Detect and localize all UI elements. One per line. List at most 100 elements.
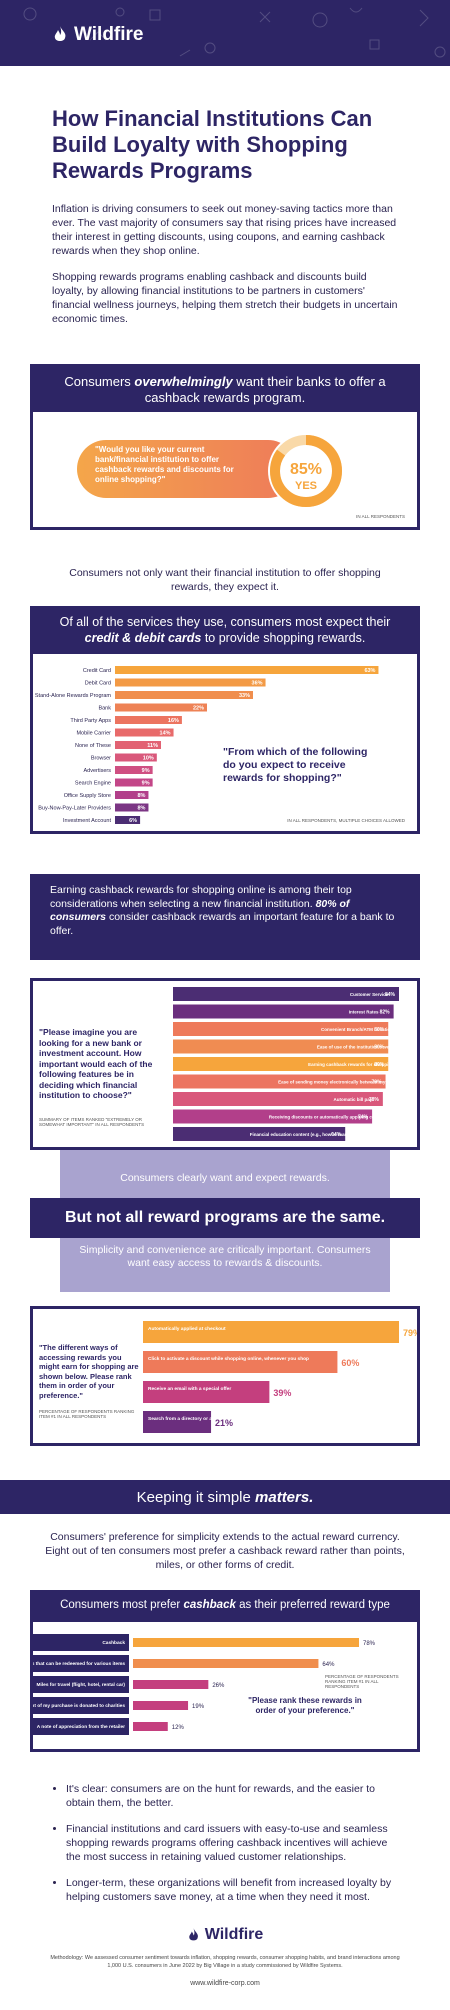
bar-value: 84% bbox=[385, 992, 396, 998]
bar-label: Automatically applied at checkout bbox=[148, 1326, 226, 1332]
section3-banner-text: Earning cashback rewards for shopping on… bbox=[50, 884, 352, 910]
bar-label: Earning cashback rewards for shopping on… bbox=[308, 1062, 409, 1067]
pill-question: "Would you like your current bank/financ… bbox=[95, 445, 234, 484]
bar bbox=[115, 753, 157, 762]
flame-icon bbox=[189, 1927, 198, 1940]
bar-label: Convenient Branch/ATM Locations bbox=[321, 1027, 396, 1032]
bar-value: 22% bbox=[193, 706, 204, 712]
bar-label: Office Supply Store bbox=[64, 793, 111, 799]
section5-header-emphasis: cashback bbox=[183, 1599, 236, 1611]
bar-label: Ease of sending money electronically bet… bbox=[278, 1080, 417, 1085]
section1-panel: "Would you like your current bank/financ… bbox=[30, 412, 420, 530]
bar bbox=[115, 691, 253, 699]
section5-question: "Please rank these rewards in order of y… bbox=[248, 1696, 362, 1715]
expect-rewards-text: Consumers clearly want and expect reward… bbox=[120, 1172, 330, 1184]
bar bbox=[115, 816, 141, 824]
bar bbox=[115, 791, 149, 799]
bar bbox=[115, 741, 161, 749]
bar bbox=[173, 1109, 373, 1124]
bar-value: 10% bbox=[143, 756, 154, 762]
bar-label: Search from a directory or a list of off… bbox=[148, 1416, 365, 1422]
reward-type-bar-chart: Cashback 78% Points that can be redeemed f… bbox=[33, 1634, 376, 1735]
category-tab bbox=[33, 1655, 129, 1672]
bar bbox=[143, 1381, 270, 1403]
section1-banner-text-end: want their banks to offer a cashback rew… bbox=[144, 374, 386, 405]
section5-banner-text: Keeping it simple bbox=[136, 1489, 256, 1506]
bar-value: 63% bbox=[364, 668, 375, 674]
bar bbox=[115, 766, 153, 774]
bar bbox=[173, 1039, 389, 1054]
bar bbox=[115, 678, 266, 687]
section4-question: "The different ways of accessing rewards… bbox=[39, 1343, 139, 1400]
bar bbox=[173, 1092, 383, 1106]
section5-header: Consumers most prefer cashback as their … bbox=[30, 1590, 420, 1622]
bar bbox=[133, 1659, 319, 1668]
bar-value: 79% bbox=[403, 1328, 417, 1338]
bar-label: Browser bbox=[91, 756, 111, 762]
bar bbox=[173, 987, 399, 1001]
bar-label: Ease of use of the institution's website bbox=[317, 1045, 400, 1050]
bar-value: 78% bbox=[369, 1097, 380, 1103]
takeaways-list: It's clear: consumers are on the hunt fo… bbox=[66, 1782, 402, 1904]
section5-text: Consumers' preference for simplicity ext… bbox=[45, 1531, 405, 1571]
expect-rewards-band: Consumers clearly want and expect reward… bbox=[60, 1150, 390, 1198]
bar-label: None of These bbox=[75, 743, 111, 749]
bar-value: 64% bbox=[331, 1132, 342, 1138]
bar-value: 6% bbox=[129, 818, 137, 824]
section5-header-text: Consumers most prefer bbox=[60, 1599, 184, 1611]
bar-value: 60% bbox=[341, 1358, 359, 1368]
bar bbox=[143, 1321, 399, 1343]
bar-value: 12% bbox=[172, 1725, 185, 1731]
section2-banner: Of all of the services they use, consume… bbox=[30, 606, 420, 654]
bar-value: 36% bbox=[252, 681, 263, 687]
page-title: How Financial Institutions Can Build Loy… bbox=[52, 106, 373, 183]
intro-text: Inflation is driving consumers to seek o… bbox=[52, 202, 398, 326]
bar-value: 39% bbox=[273, 1388, 291, 1398]
section2-note: IN ALL RESPONDENTS, MULTIPLE CHOICES ALL… bbox=[287, 818, 405, 823]
bar bbox=[133, 1722, 168, 1731]
bar-value: 21% bbox=[215, 1418, 233, 1428]
bar-label: Financial education content (e.g., how t… bbox=[250, 1132, 381, 1137]
section3-note: SUMMARY OF ITEMS RANKED "EXTREMELY OR SO… bbox=[39, 1117, 145, 1127]
category-tab bbox=[33, 1634, 129, 1651]
section4-note: PERCENTAGE OF RESPONDENTS RANKING ITEM #… bbox=[39, 1409, 135, 1419]
section5-header-text-end: as their preferred reward type bbox=[235, 1599, 390, 1611]
section1-note: IN ALL RESPONDENTS bbox=[356, 514, 405, 519]
bar bbox=[173, 1004, 394, 1019]
bar-label: Points that can be redeemed for various … bbox=[33, 1661, 125, 1667]
section1-banner-emphasis: overwhelmingly bbox=[134, 374, 233, 389]
category-tab bbox=[33, 1676, 129, 1693]
bar-value: 80% bbox=[374, 1027, 385, 1033]
bar-label: Debit Card bbox=[85, 681, 111, 687]
bar-value: 64% bbox=[322, 1662, 335, 1668]
simplicity-band: Simplicity and convenience are criticall… bbox=[60, 1238, 390, 1292]
footer-url[interactable]: www.wildfire-corp.com bbox=[190, 1980, 260, 1987]
bar-value: 9% bbox=[142, 768, 150, 774]
bar-value: 26% bbox=[212, 1683, 225, 1689]
bar bbox=[173, 1022, 389, 1036]
intro-paragraph-1: Inflation is driving consumers to seek o… bbox=[52, 203, 397, 257]
section2-panel: Credit Card 63% Debit Card 36% Stand-Alone R… bbox=[30, 654, 420, 834]
bar bbox=[173, 1074, 386, 1089]
bar-label: Advertisers bbox=[83, 768, 111, 774]
bar-value: 19% bbox=[192, 1704, 205, 1710]
bar-value: 16% bbox=[168, 718, 179, 724]
methodology-text: Methodology: We assessed consumer sentim… bbox=[50, 1955, 400, 1969]
footer-logo[interactable]: Wildfire bbox=[0, 1926, 450, 1944]
bar-label: Third Party Apps bbox=[70, 718, 111, 724]
donut-arc-yes bbox=[270, 435, 342, 507]
bar-value: 14% bbox=[160, 731, 171, 737]
section3-panel: "Please imagine you are looking for a ne… bbox=[30, 978, 420, 1150]
bar bbox=[173, 1057, 389, 1071]
donut-yes: YES bbox=[295, 480, 317, 492]
bar-label: Customer Service bbox=[350, 992, 389, 997]
bar-label: Receive an email with a special offer bbox=[148, 1386, 231, 1392]
bar-label: Miles for travel (flight, hotel, rental … bbox=[37, 1682, 126, 1688]
bar-value: 80% bbox=[374, 1045, 385, 1051]
bar-label: A percent of my purchase is donated to c… bbox=[33, 1703, 125, 1709]
brand-name: Wildfire bbox=[74, 24, 144, 45]
bar-value: 8% bbox=[138, 793, 146, 799]
takeaway-2: Financial institutions and card issuers … bbox=[66, 1822, 402, 1864]
brand-logo[interactable]: Wildfire bbox=[52, 24, 144, 46]
